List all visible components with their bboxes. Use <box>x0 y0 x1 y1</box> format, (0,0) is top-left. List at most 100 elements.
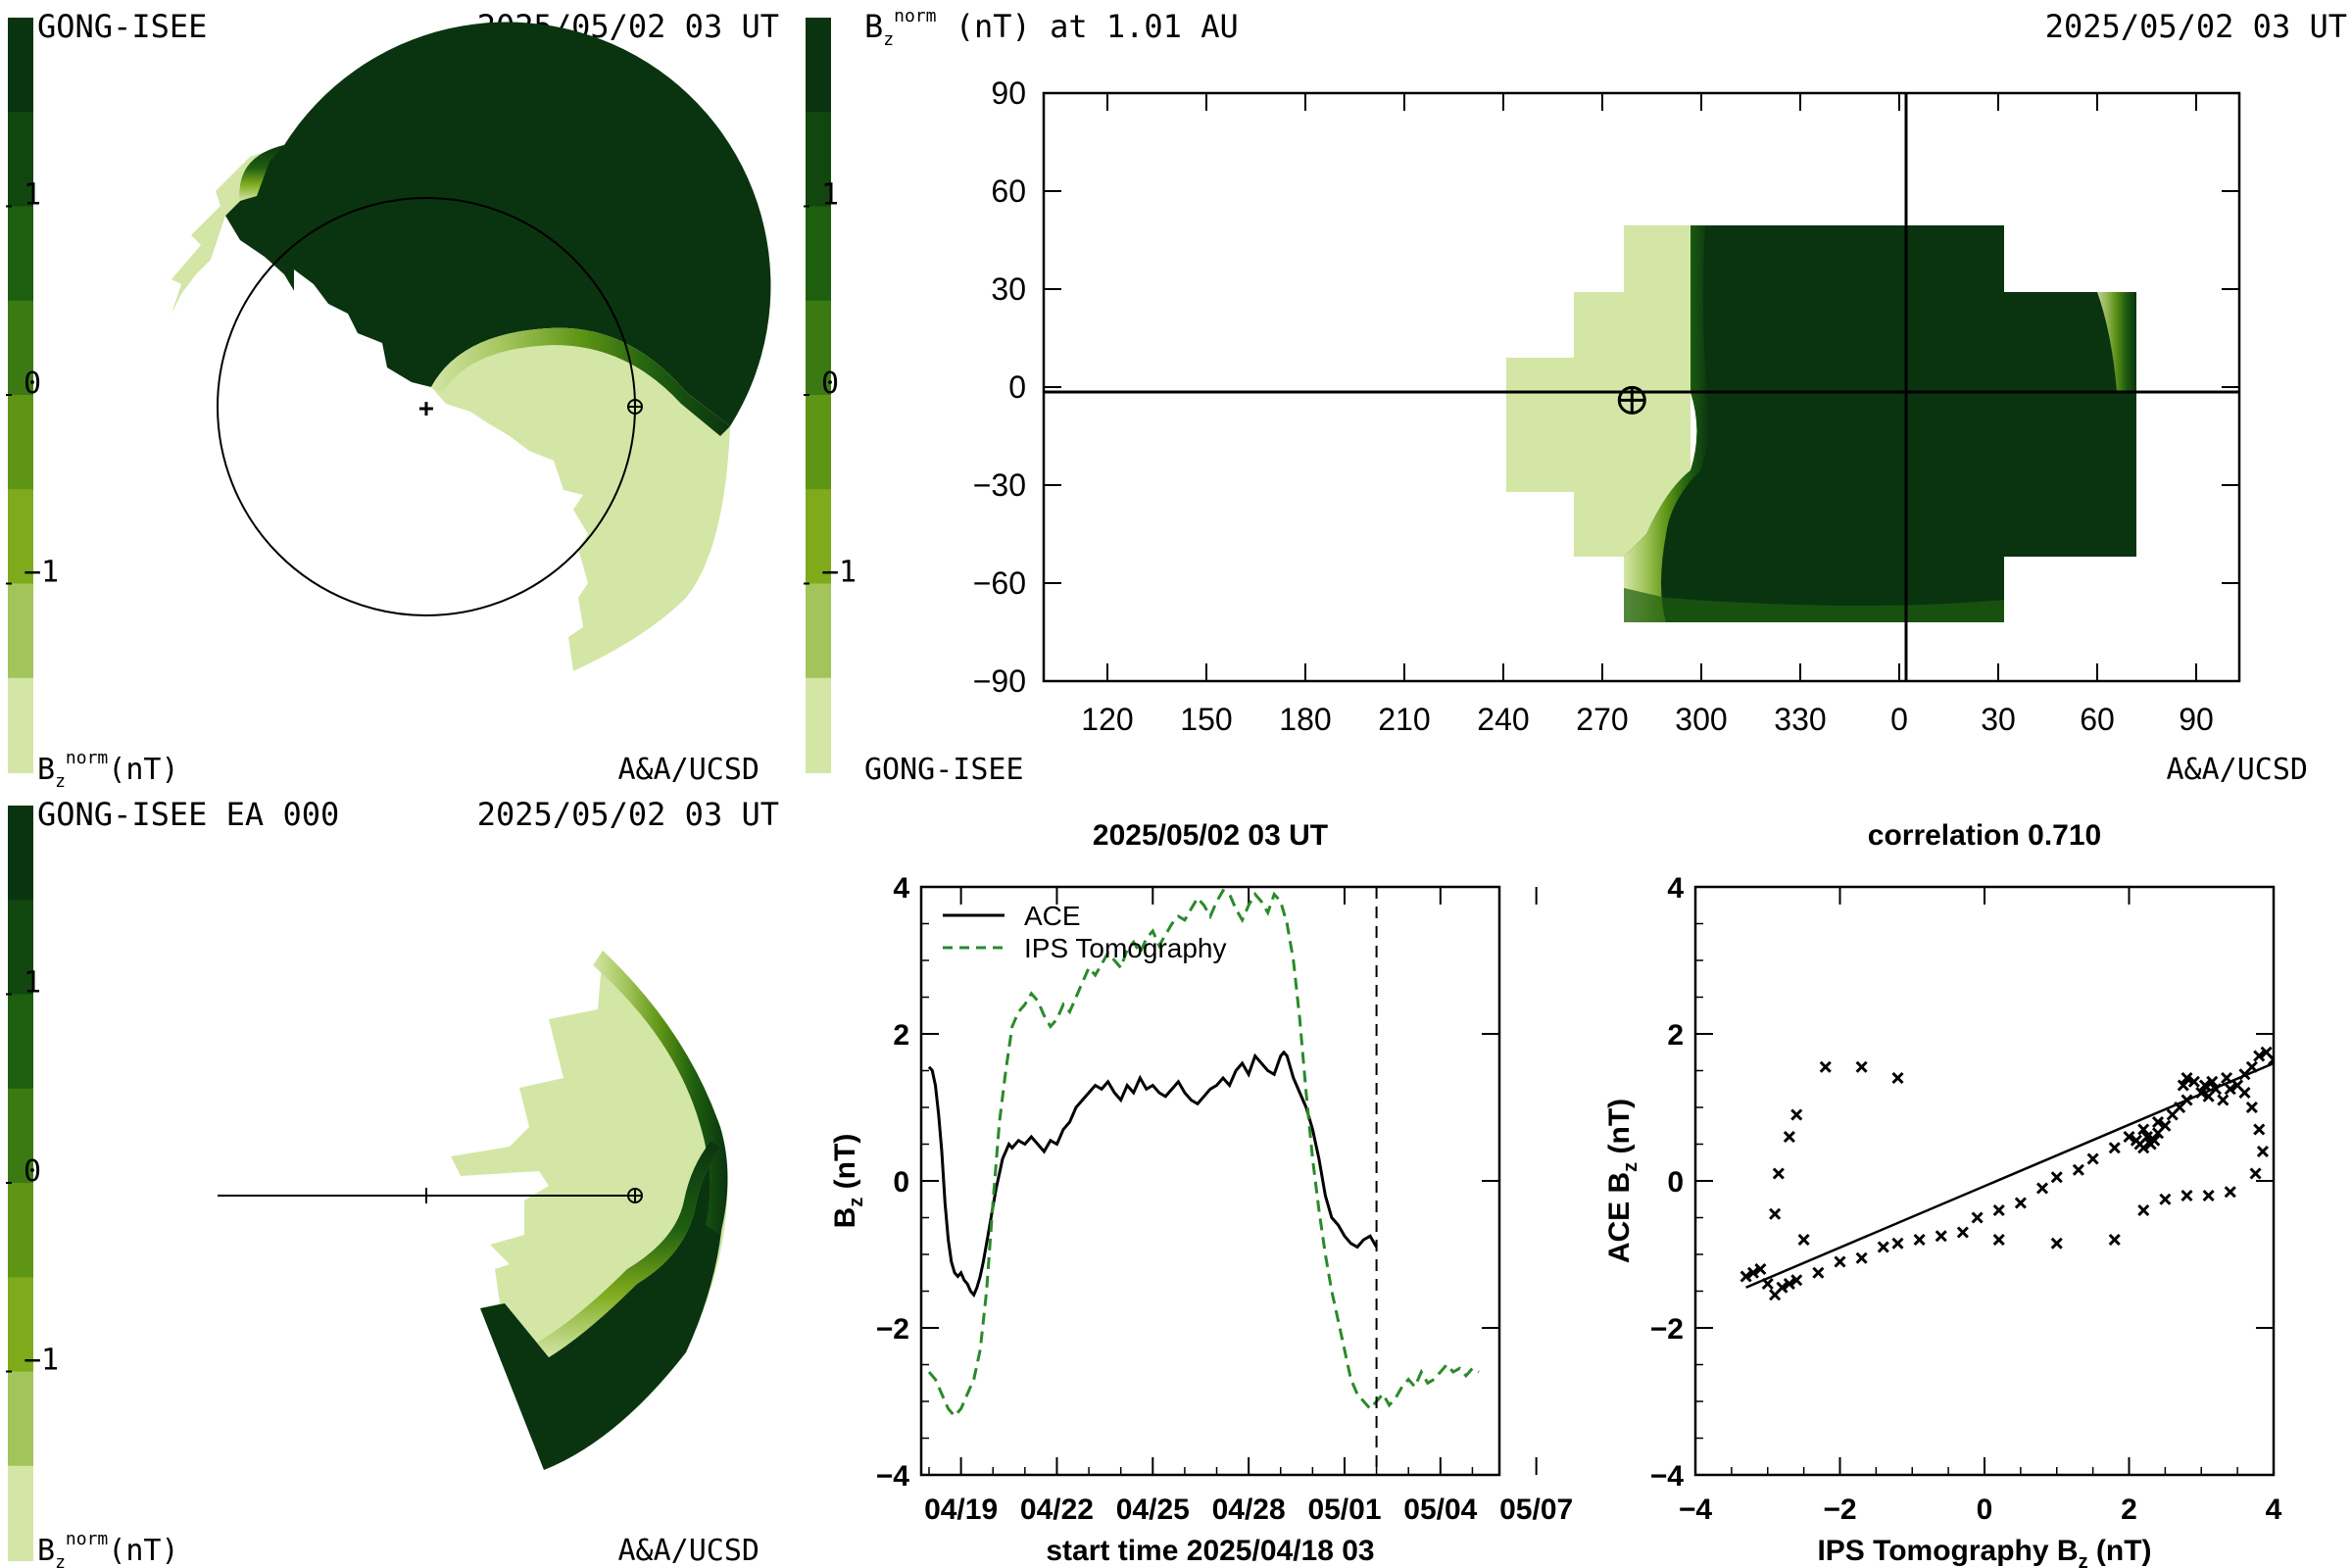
sc-y-tick-label: 0 <box>1667 1166 1684 1199</box>
sc-y-tick-label: −4 <box>1650 1460 1685 1493</box>
sc-data-point <box>2014 1197 2027 1209</box>
sc-data-point <box>2050 1237 2063 1250</box>
sc-data-point <box>1935 1230 1947 1243</box>
tr-source-label: GONG-ISEE <box>864 753 1024 787</box>
ts-title: 2025/05/02 03 UT <box>1093 819 1328 852</box>
ts-series-group <box>927 888 1480 1419</box>
ts-y-tick-label: 2 <box>893 1019 909 1052</box>
tr-y-tick-label: −30 <box>973 467 1026 503</box>
sc-data-point <box>2206 1075 2219 1088</box>
sc-data-point <box>1971 1211 1984 1224</box>
sc-data-point <box>2148 1134 2161 1147</box>
tr-credit: A&A/UCSD <box>2167 753 2309 787</box>
sc-data-point <box>2249 1167 2262 1180</box>
sc-data-point <box>2180 1189 2193 1202</box>
sc-data-point <box>2238 1086 2251 1100</box>
sc-data-point <box>2159 1119 2172 1132</box>
sc-data-point <box>1992 1233 2005 1247</box>
sc-data-point <box>1913 1233 1926 1247</box>
tl-credit: A&A/UCSD <box>618 753 760 787</box>
ts-x-tick-label: 05/01 <box>1307 1494 1381 1526</box>
colorbar-segment <box>8 18 33 114</box>
sc-data-point <box>1790 1108 1803 1121</box>
bl-timestamp: 2025/05/02 03 UT <box>477 796 779 833</box>
sc-data-point <box>2245 1101 2258 1114</box>
tr-x-tick-label: 150 <box>1180 702 1232 737</box>
sc-axes: 4 2 0 −2 −4−4 −2 0 2 4 <box>1650 872 2282 1526</box>
sc-data-point <box>2180 1094 2193 1106</box>
sc-data-point <box>1740 1270 1752 1283</box>
colorbar-tick-label: 1 <box>24 966 41 1001</box>
ts-x-tick-label: 04/28 <box>1212 1494 1286 1526</box>
tl-bottom-label: Bznorm(nT) <box>37 748 179 792</box>
panel-time-series: 2025/05/02 03 UT 4 2 0 −2 −4 04/19 04/22 04/25 0… <box>829 819 1573 1567</box>
tl-polar-map: + <box>172 22 771 671</box>
bl-limb-band <box>593 951 728 1235</box>
sc-data-point <box>2180 1071 2193 1085</box>
sc-x-tick-label: −2 <box>1823 1494 1856 1526</box>
bl-credit: A&A/UCSD <box>618 1534 760 1568</box>
colorbar-tick-label: −1 <box>821 556 857 590</box>
sc-points-group <box>1740 1046 2274 1301</box>
bl-bottom-label: Bznorm(nT) <box>37 1529 179 1568</box>
tr-x-tick-label: 180 <box>1279 702 1331 737</box>
ts-y-tick-label: 4 <box>893 872 909 905</box>
sc-data-point <box>1776 1281 1788 1294</box>
tr-y-tick-label: 90 <box>991 75 1026 111</box>
sc-data-point <box>1877 1241 1889 1253</box>
colorbar-segment <box>8 677 33 773</box>
sc-data-point <box>1754 1262 1767 1276</box>
ts-x-tick-label: 05/04 <box>1403 1494 1477 1526</box>
sc-data-point <box>2202 1189 2215 1202</box>
ts-y-axis-label: Bz (nT) <box>829 1134 867 1229</box>
colorbar-tick-label: 0 <box>821 367 839 401</box>
bl-ecliptic-map <box>218 951 728 1470</box>
sc-y-tick-label: 2 <box>1667 1019 1684 1052</box>
sc-data-point <box>2187 1075 2200 1088</box>
sc-x-tick-label: 2 <box>2121 1494 2137 1526</box>
sc-data-point <box>1855 1251 1868 1264</box>
tl-fringe-band <box>239 145 284 201</box>
colorbar-segment <box>8 806 33 902</box>
sc-data-point <box>1797 1233 1810 1247</box>
sc-data-point <box>2177 1079 2189 1092</box>
ts-x-tick-label: 04/25 <box>1116 1494 1190 1526</box>
panel-scatter: correlation 0.710 4 2 0 −2 −4−4 −2 0 2 4 ACE Bz … <box>1603 819 2282 1568</box>
sc-data-point <box>2224 1186 2236 1199</box>
sc-data-point <box>1819 1060 1832 1073</box>
sc-data-point <box>2198 1079 2211 1092</box>
sc-y-axis-label: ACE Bz (nT) <box>1603 1099 1642 1263</box>
tr-x-tick-label: 240 <box>1477 702 1529 737</box>
colorbar-tick-label: 0 <box>24 1154 41 1189</box>
sc-data-point <box>2253 1050 2266 1062</box>
sc-title: correlation 0.710 <box>1868 819 2101 852</box>
tr-x-tick-label: 0 <box>1890 702 1908 737</box>
ts-series-ace <box>927 1050 1378 1298</box>
tr-y-tick-label: −60 <box>973 565 1026 601</box>
tr-x-tick-label: 330 <box>1774 702 1826 737</box>
sc-plot-frame <box>1693 885 2276 1477</box>
panel-bottom-left: GONG-ISEE EA 000 2025/05/02 03 UT Bznorm… <box>37 796 779 1568</box>
panel-top-right: Bznorm (nT) at 1.01 AU 2025/05/02 03 UT … <box>864 6 2347 787</box>
colorbar-segment <box>806 206 831 302</box>
sc-data-point <box>1772 1167 1785 1180</box>
sc-data-point <box>1783 1130 1795 1144</box>
sc-data-point <box>2108 1142 2121 1154</box>
sc-data-point <box>2224 1083 2236 1096</box>
colorbar-segment <box>8 489 33 585</box>
sc-data-point <box>1761 1277 1774 1291</box>
ts-legend-ips-label: IPS Tomography <box>1024 933 1227 963</box>
bl-neutral-line-band <box>537 1142 720 1357</box>
colorbar-segment <box>806 583 831 679</box>
colorbar-segment <box>8 112 33 208</box>
sc-data-point <box>2050 1171 2063 1184</box>
tr-x-tick-label: 120 <box>1081 702 1133 737</box>
colorbar-top-left: 1 0 −1 <box>6 18 59 773</box>
colorbar-tick-label: 1 <box>24 178 41 213</box>
colorbar-segment <box>8 900 33 996</box>
ts-legend-ace-label: ACE <box>1024 901 1081 931</box>
sc-data-point <box>2217 1094 2230 1106</box>
sc-data-point <box>1956 1226 1969 1239</box>
colorbar-segment <box>8 1277 33 1373</box>
